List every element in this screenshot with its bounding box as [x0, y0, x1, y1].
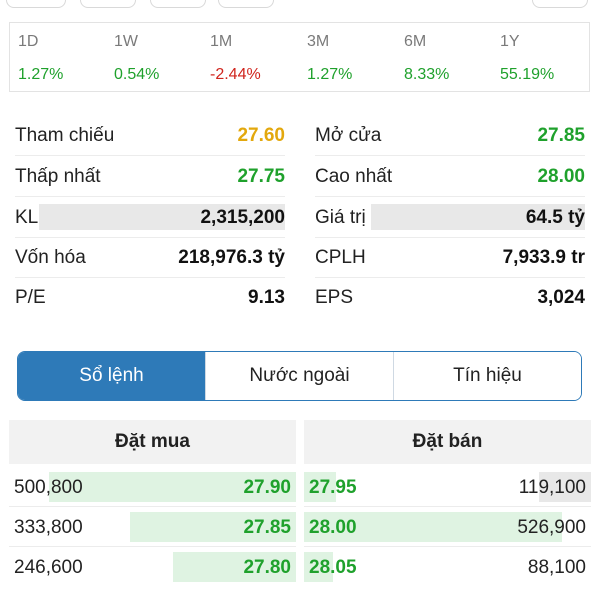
perf-label: 6M — [404, 33, 427, 50]
sell-volume: 526,900 — [517, 517, 586, 538]
perf-value: -2.44% — [210, 66, 261, 83]
performance-strip: 1D 1.27% 1W 0.54% 1M -2.44% 3M 1.27% 6M … — [9, 22, 590, 92]
buy-row[interactable]: 333,800 27.85 — [9, 507, 296, 547]
perf-value: 1.27% — [307, 66, 353, 83]
stat-volume: KL 2,315,200 — [15, 198, 285, 238]
perf-label: 1M — [210, 33, 233, 50]
sell-row[interactable]: 28.00 526,900 — [304, 507, 591, 547]
perf-value: 1.27% — [18, 66, 64, 83]
stat-value: 2,315,200 — [200, 207, 285, 228]
buy-volume: 500,800 — [14, 477, 83, 498]
top-range-button-4[interactable] — [218, 0, 274, 8]
stat-value: 27.60 — [237, 125, 285, 146]
stat-value: 27.75 — [237, 166, 285, 187]
buy-volume: 246,600 — [14, 557, 83, 578]
sell-price: 27.95 — [309, 477, 357, 498]
sell-row[interactable]: 28.05 88,100 — [304, 547, 591, 587]
buy-row[interactable]: 500,800 27.90 — [9, 467, 296, 507]
stat-label: Giá trị — [315, 207, 366, 228]
stat-label: Cao nhất — [315, 166, 393, 187]
stat-value: 9.13 — [248, 287, 285, 308]
stat-value: 27.85 — [537, 125, 585, 146]
sell-price: 28.05 — [309, 557, 357, 578]
stat-high: Cao nhất 28.00 — [315, 157, 585, 197]
buy-depth-bar — [130, 512, 296, 542]
stat-label: Thấp nhất — [15, 166, 101, 187]
tab-foreign[interactable]: Nước ngoài — [206, 352, 394, 400]
buy-price: 27.85 — [243, 517, 291, 538]
volume-bar — [39, 204, 285, 230]
top-range-button-3[interactable] — [150, 0, 206, 8]
stat-trade-value: Giá trị 64.5 tỷ — [315, 198, 585, 238]
perf-1w: 1W 0.54% — [106, 23, 202, 93]
perf-label: 3M — [307, 33, 330, 50]
top-range-button-5[interactable] — [532, 0, 588, 8]
sell-row[interactable]: 27.95 119,100 — [304, 467, 591, 507]
sell-volume: 119,100 — [518, 477, 586, 498]
tab-order-book[interactable]: Sổ lệnh — [18, 352, 206, 400]
buy-header: Đặt mua — [9, 420, 296, 464]
value-bar — [371, 204, 585, 230]
stat-market-cap: Vốn hóa 218,976.3 tỷ — [15, 238, 285, 278]
stat-value: 7,933.9 tr — [502, 247, 585, 268]
perf-1m: 1M -2.44% — [202, 23, 298, 93]
perf-1d: 1D 1.27% — [10, 23, 106, 93]
stat-open: Mở cửa 27.85 — [315, 116, 585, 156]
buy-depth-bar — [49, 472, 296, 502]
stat-label: CPLH — [315, 247, 366, 268]
stat-value: 3,024 — [537, 287, 585, 308]
stat-shares: CPLH 7,933.9 tr — [315, 238, 585, 278]
buy-price: 27.80 — [243, 557, 291, 578]
stat-label: P/E — [15, 287, 46, 308]
stat-value: 64.5 tỷ — [525, 207, 585, 228]
sell-price: 28.00 — [309, 517, 357, 538]
perf-value: 8.33% — [404, 66, 450, 83]
buy-row[interactable]: 246,600 27.80 — [9, 547, 296, 587]
perf-value: 0.54% — [114, 66, 160, 83]
buy-depth-bar — [173, 552, 296, 582]
tab-bar: Sổ lệnh Nước ngoài Tín hiệu — [17, 351, 582, 401]
sell-depth-bar — [539, 472, 591, 502]
sell-depth-bar — [304, 552, 333, 582]
top-range-button-2[interactable] — [80, 0, 136, 8]
stat-label: Mở cửa — [315, 125, 382, 146]
tab-signals[interactable]: Tín hiệu — [394, 352, 581, 400]
buy-volume: 333,800 — [14, 517, 83, 538]
perf-1y: 1Y 55.19% — [492, 23, 588, 93]
stat-label: EPS — [315, 287, 354, 308]
perf-value: 55.19% — [500, 66, 555, 83]
stat-value: 218,976.3 tỷ — [178, 247, 285, 268]
stat-reference: Tham chiếu 27.60 — [15, 116, 285, 156]
perf-label: 1W — [114, 33, 138, 50]
stat-label: Tham chiếu — [15, 125, 115, 146]
top-range-button-1[interactable] — [6, 0, 66, 8]
perf-label: 1Y — [500, 33, 520, 50]
stat-label: KL — [15, 207, 39, 228]
perf-label: 1D — [18, 33, 39, 50]
sell-volume: 88,100 — [527, 557, 586, 578]
stat-eps: EPS 3,024 — [315, 278, 585, 318]
stat-value: 28.00 — [537, 166, 585, 187]
perf-6m: 6M 8.33% — [396, 23, 492, 93]
stat-label: Vốn hóa — [15, 247, 86, 268]
stat-low: Thấp nhất 27.75 — [15, 157, 285, 197]
sell-header: Đặt bán — [304, 420, 591, 464]
sell-price-highlight — [304, 472, 336, 502]
perf-3m: 3M 1.27% — [299, 23, 395, 93]
sell-depth-bar — [304, 512, 562, 542]
stat-pe: P/E 9.13 — [15, 278, 285, 318]
buy-price: 27.90 — [243, 477, 291, 498]
